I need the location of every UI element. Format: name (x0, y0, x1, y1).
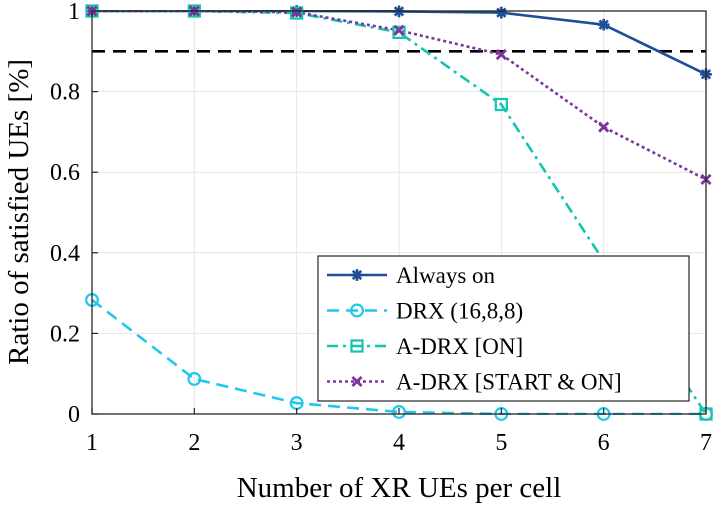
x-tick-label: 4 (393, 430, 405, 456)
data-point-a-drx-start-on-x4 (393, 24, 405, 36)
data-point-a-drx-on-x4 (392, 25, 406, 39)
legend-swatch-marker (351, 375, 363, 388)
legend-label: DRX (16,8,8) (396, 299, 523, 324)
legend-swatch-marker (350, 303, 364, 318)
data-point-a-drx-on-x3 (290, 6, 304, 20)
legend-swatch-marker (350, 339, 364, 353)
y-tick-label: 0.6 (50, 160, 80, 186)
legend-label: A-DRX [ON] (396, 334, 523, 359)
legend-label: A-DRX [START & ON] (396, 370, 622, 395)
data-point-a-drx-start-on-x5 (495, 48, 507, 61)
y-tick-label: 0.8 (50, 80, 80, 106)
data-point-a-drx-on-x5 (494, 97, 508, 112)
x-tick-label: 7 (700, 430, 712, 456)
y-axis-label: Ratio of satisfied UEs [%] (3, 59, 35, 365)
data-point-drx-16-8-8-x4 (392, 405, 406, 419)
legend-label: Always on (396, 263, 496, 288)
x-tick-label: 1 (86, 430, 98, 456)
data-point-always-on-x6 (597, 18, 610, 31)
x-tick-label: 6 (598, 430, 610, 456)
data-point-drx-16-8-8-x2 (187, 371, 202, 386)
y-tick-label: 1 (68, 0, 80, 25)
y-tick-label: 0 (68, 402, 80, 428)
y-tick-label: 0.2 (50, 321, 80, 347)
tick-labels: 1 2 3 4 5 6 7 0 0.2 0.4 0.6 0.8 1 (50, 0, 712, 456)
x-tick-label: 2 (188, 430, 200, 456)
legend-swatch-marker (351, 269, 363, 281)
legend: Always on DRX (16,8,8) A-DRX [ON] A-DRX [ST… (317, 255, 690, 402)
data-point-always-on-x5 (495, 6, 508, 19)
x-tick-label: 3 (291, 430, 303, 456)
legend-box (317, 255, 690, 402)
y-tick-label: 0.4 (50, 241, 80, 267)
x-axis-label: Number of XR UEs per cell (237, 472, 562, 504)
x-tick-label: 5 (495, 430, 507, 456)
data-point-a-drx-start-on-x6 (598, 121, 610, 133)
data-point-a-drx-start-on-x3 (291, 6, 303, 18)
